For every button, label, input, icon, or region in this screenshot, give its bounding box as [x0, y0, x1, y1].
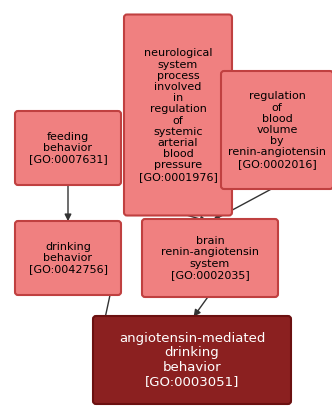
FancyBboxPatch shape	[124, 14, 232, 215]
Text: brain
renin-angiotensin
system
[GO:0002035]: brain renin-angiotensin system [GO:00020…	[161, 236, 259, 280]
FancyBboxPatch shape	[15, 111, 121, 185]
FancyBboxPatch shape	[142, 219, 278, 297]
Text: neurological
system
process
involved
in
regulation
of
systemic
arterial
blood
pr: neurological system process involved in …	[138, 48, 217, 182]
Text: regulation
of
blood
volume
by
renin-angiotensin
[GO:0002016]: regulation of blood volume by renin-angi…	[228, 91, 326, 169]
FancyBboxPatch shape	[15, 221, 121, 295]
Text: feeding
behavior
[GO:0007631]: feeding behavior [GO:0007631]	[29, 132, 107, 164]
FancyBboxPatch shape	[221, 71, 332, 189]
Text: drinking
behavior
[GO:0042756]: drinking behavior [GO:0042756]	[29, 242, 108, 274]
FancyBboxPatch shape	[93, 316, 291, 404]
Text: angiotensin-mediated
drinking
behavior
[GO:0003051]: angiotensin-mediated drinking behavior […	[119, 332, 265, 388]
